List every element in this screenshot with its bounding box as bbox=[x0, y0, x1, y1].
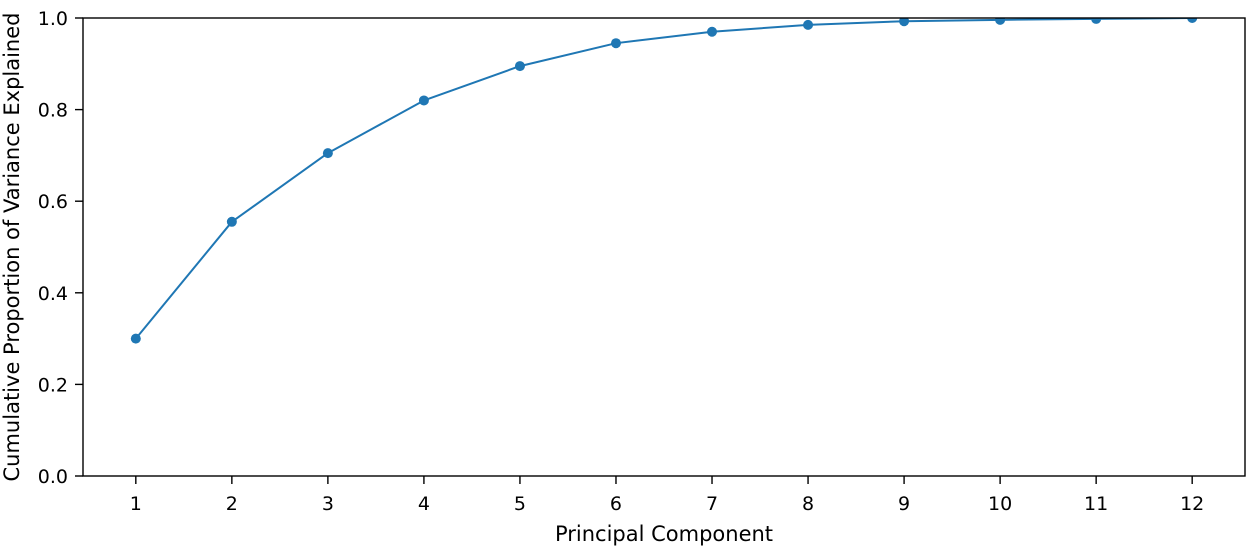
data-point-marker bbox=[610, 38, 621, 49]
data-point-marker bbox=[995, 18, 1006, 25]
data-point-marker bbox=[418, 95, 429, 106]
y-tick-label: 0.0 bbox=[38, 466, 68, 488]
data-point-marker bbox=[1091, 18, 1102, 24]
axes-frame bbox=[82, 17, 1246, 477]
data-point-marker bbox=[130, 333, 141, 344]
series-path bbox=[135, 18, 1193, 340]
x-tick-label: 11 bbox=[1084, 493, 1108, 515]
y-tick-label: 0.4 bbox=[38, 283, 68, 305]
data-point-marker bbox=[514, 61, 525, 72]
x-tick-label: 6 bbox=[610, 493, 622, 515]
data-point-marker bbox=[899, 18, 910, 27]
x-axis: 1 2 3 4 5 6 7 8 9 10 11 12 bbox=[130, 476, 1204, 515]
data-series-line bbox=[130, 18, 1198, 344]
x-tick-label: 7 bbox=[706, 493, 718, 515]
x-tick-label: 5 bbox=[514, 493, 526, 515]
x-tick-label: 9 bbox=[898, 493, 910, 515]
y-tick-label: 0.2 bbox=[38, 374, 68, 396]
axes-spines bbox=[82, 17, 1246, 477]
y-axis: 0.0 0.2 0.4 0.6 0.8 1.0 bbox=[38, 8, 83, 488]
data-point-marker bbox=[322, 148, 333, 159]
data-point-marker bbox=[707, 26, 718, 37]
x-tick-label: 2 bbox=[226, 493, 238, 515]
data-point-marker bbox=[803, 19, 814, 30]
y-axis-label: Cumulative Proportion of Variance Explai… bbox=[0, 13, 24, 482]
x-tick-label: 4 bbox=[418, 493, 430, 515]
x-axis-label: Principal Component bbox=[555, 522, 773, 546]
x-tick-label: 3 bbox=[322, 493, 334, 515]
y-tick-label: 0.8 bbox=[38, 100, 68, 122]
data-point-marker bbox=[1187, 18, 1198, 23]
data-point-marker bbox=[226, 216, 237, 227]
x-tick-label: 10 bbox=[988, 493, 1012, 515]
y-tick-label: 0.6 bbox=[38, 191, 68, 213]
x-tick-label: 1 bbox=[130, 493, 142, 515]
x-tick-label: 12 bbox=[1180, 493, 1204, 515]
y-tick-label: 1.0 bbox=[38, 8, 68, 30]
x-tick-label: 8 bbox=[802, 493, 814, 515]
